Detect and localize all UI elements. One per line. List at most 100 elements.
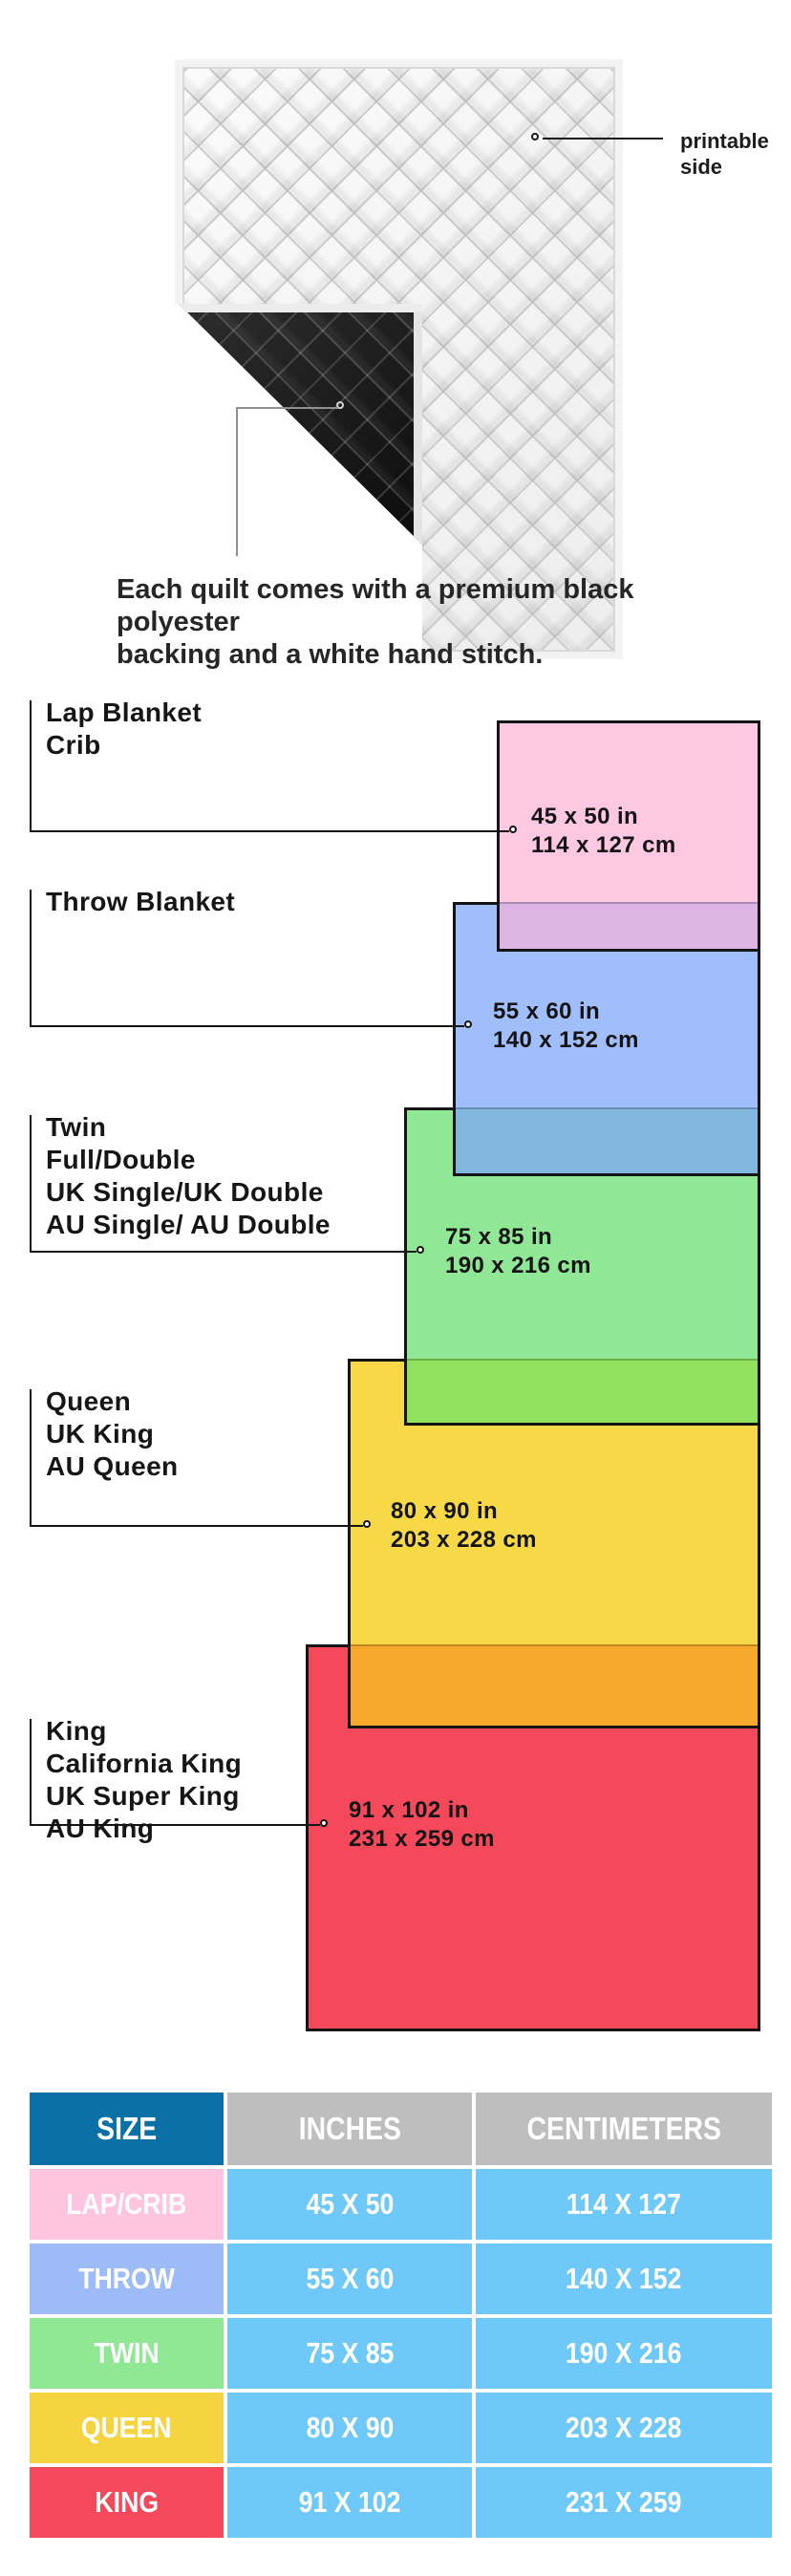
printable-side-label-line1: printable — [680, 129, 769, 153]
table-row-throw-size-text: THROW — [78, 2262, 175, 2295]
leader-queen — [30, 1525, 363, 1527]
overlap-lap-throw — [500, 902, 758, 949]
dims-king: 91 x 102 in 231 x 259 cm — [349, 1796, 495, 1854]
dims-twin-inches: 75 x 85 in — [445, 1224, 553, 1250]
backing-caption-line1: Each quilt comes with a premium black po… — [117, 574, 634, 637]
backing-leader-line-vertical — [236, 407, 238, 556]
dims-twin-cm: 190 x 216 cm — [445, 1253, 591, 1278]
label-twin-line3: UK Single/UK Double — [46, 1177, 324, 1207]
table-header-inches: INCHES — [227, 2093, 472, 2165]
label-king: King California King UK Super King AU Ki… — [46, 1715, 242, 1845]
table-header-centimeters-text: CENTIMETERS — [526, 2111, 721, 2146]
label-queen-line2: UK King — [46, 1419, 155, 1449]
marker-twin-icon — [417, 1246, 424, 1254]
dims-twin: 75 x 85 in 190 x 216 cm — [445, 1223, 591, 1280]
table-row-throw-cm: 140 X 152 — [476, 2243, 772, 2314]
table-row-king-size-text: KING — [95, 2485, 159, 2519]
table-row-lap-cm-text: 114 X 127 — [566, 2187, 682, 2221]
bracket-king — [30, 1719, 32, 1824]
bracket-queen — [30, 1389, 32, 1525]
dims-queen: 80 x 90 in 203 x 228 cm — [391, 1497, 537, 1555]
leader-king — [30, 1824, 320, 1826]
table-row-twin-inches: 75 X 85 — [227, 2318, 472, 2389]
table-header-size-text: SIZE — [96, 2111, 158, 2146]
table-row-queen-inches: 80 X 90 — [227, 2393, 472, 2463]
table-header-centimeters: CENTIMETERS — [476, 2093, 772, 2165]
printable-side-label-line2: side — [680, 155, 723, 179]
label-queen-line1: Queen — [46, 1386, 132, 1416]
table-row-king-inches: 91 X 102 — [227, 2467, 472, 2538]
label-lap-line1: Lap Blanket — [46, 698, 203, 727]
backing-leader-line-horizontal — [236, 407, 338, 409]
dims-lap-inches: 45 x 50 in — [531, 804, 639, 829]
table-row-throw-cm-text: 140 X 152 — [566, 2262, 682, 2295]
table-row-queen-inches-text: 80 X 90 — [306, 2411, 394, 2444]
table-row-queen-size: QUEEN — [30, 2393, 224, 2463]
dims-throw: 55 x 60 in 140 x 152 cm — [493, 998, 639, 1055]
table-row-king-inches-text: 91 X 102 — [298, 2485, 401, 2519]
bracket-throw — [30, 890, 32, 1025]
table-row-twin-cm: 190 X 216 — [476, 2318, 772, 2389]
label-king-line3: UK Super King — [46, 1781, 240, 1811]
size-rect-lap-crib — [497, 720, 760, 952]
table-row-twin-inches-text: 75 X 85 — [306, 2336, 394, 2370]
table-row-twin-size: TWIN — [30, 2318, 224, 2389]
table-row-twin-cm-text: 190 X 216 — [566, 2336, 682, 2370]
bracket-lap — [30, 700, 32, 832]
table-row-lap-inches: 45 X 50 — [227, 2169, 472, 2240]
quilt-back-fold-image — [179, 304, 422, 545]
label-king-line4: AU King — [46, 1814, 155, 1843]
leader-throw — [30, 1025, 464, 1027]
bracket-twin — [30, 1115, 32, 1251]
label-twin: Twin Full/Double UK Single/UK Double AU … — [46, 1111, 331, 1241]
overlap-queen-king — [351, 1644, 758, 1726]
table-row-king-cm-text: 231 X 259 — [566, 2485, 682, 2519]
printable-side-label: printable side — [680, 128, 769, 180]
dims-king-inches: 91 x 102 in — [349, 1797, 469, 1823]
backing-caption-line2: backing and a white hand stitch. — [117, 639, 544, 670]
dims-king-cm: 231 x 259 cm — [349, 1826, 495, 1852]
label-queen-line3: AU Queen — [46, 1451, 179, 1481]
table-header-inches-text: INCHES — [298, 2111, 401, 2146]
label-lap-crib: Lap Blanket Crib — [46, 697, 202, 762]
marker-lap-icon — [509, 826, 517, 833]
backing-marker-icon — [336, 401, 344, 409]
label-lap-line2: Crib — [46, 730, 101, 760]
table-row-king-cm: 231 X 259 — [476, 2467, 772, 2538]
label-twin-line1: Twin — [46, 1112, 107, 1142]
label-queen: Queen UK King AU Queen — [46, 1385, 179, 1483]
table-row-throw-inches: 55 X 60 — [227, 2243, 472, 2314]
dims-throw-cm: 140 x 152 cm — [493, 1027, 639, 1053]
printable-side-leader-line — [543, 138, 663, 140]
label-throw-line1: Throw Blanket — [46, 887, 236, 916]
leader-twin — [30, 1251, 417, 1253]
overlap-twin-queen — [407, 1359, 758, 1423]
table-row-lap-size: LAP/CRIB — [30, 2169, 224, 2240]
label-twin-line4: AU Single/ AU Double — [46, 1210, 331, 1239]
dims-queen-cm: 203 x 228 cm — [391, 1527, 537, 1553]
marker-queen-icon — [363, 1520, 371, 1528]
table-row-lap-size-text: LAP/CRIB — [66, 2187, 187, 2221]
printable-side-marker-icon — [531, 133, 539, 140]
table-row-queen-size-text: QUEEN — [81, 2411, 172, 2444]
overlap-throw-twin — [456, 1107, 758, 1173]
table-row-queen-cm-text: 203 X 228 — [566, 2411, 682, 2444]
table-row-throw-size: THROW — [30, 2243, 224, 2314]
dims-queen-inches: 80 x 90 in — [391, 1498, 499, 1524]
table-row-lap-inches-text: 45 X 50 — [306, 2187, 394, 2221]
dims-lap: 45 x 50 in 114 x 127 cm — [531, 803, 676, 860]
backing-caption: Each quilt comes with a premium black po… — [117, 573, 709, 671]
table-row-queen-cm: 203 X 228 — [476, 2393, 772, 2463]
marker-throw-icon — [464, 1020, 472, 1028]
dims-lap-cm: 114 x 127 cm — [531, 832, 676, 858]
leader-lap — [30, 830, 509, 832]
label-twin-line2: Full/Double — [46, 1145, 196, 1174]
table-row-lap-cm: 114 X 127 — [476, 2169, 772, 2240]
table-header-size: SIZE — [30, 2093, 224, 2165]
table-row-twin-size-text: TWIN — [94, 2336, 160, 2370]
dims-throw-inches: 55 x 60 in — [493, 998, 601, 1024]
label-king-line1: King — [46, 1716, 107, 1746]
label-throw: Throw Blanket — [46, 886, 235, 918]
table-row-king-size: KING — [30, 2467, 224, 2538]
